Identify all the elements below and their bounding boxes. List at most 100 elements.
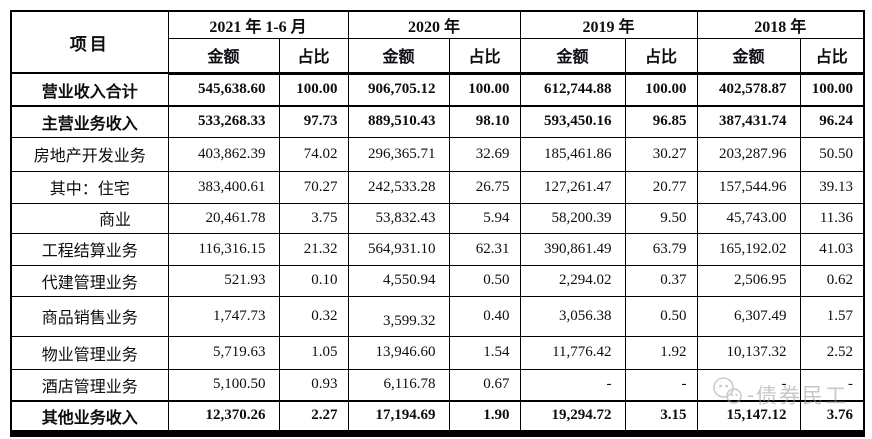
ratio-cell: - xyxy=(624,368,698,402)
ratio-cell: 0.93 xyxy=(278,368,349,402)
amount-cell: 13,946.60 xyxy=(347,335,450,370)
ratio-cell: 97.73 xyxy=(278,105,349,138)
row-label-cell: 营业收入合计 xyxy=(10,72,169,107)
table-row: 其中：住宅 383,400.61 70.27 242,533.28 26.75 … xyxy=(10,170,865,204)
amount-cell: 19,294.72 xyxy=(519,400,626,434)
ratio-cell: 26.75 xyxy=(448,170,521,204)
ratio-cell: 3.76 xyxy=(799,400,865,434)
ratio-cell: 100.00 xyxy=(624,72,698,107)
amount-cell: 157,544.96 xyxy=(696,170,801,204)
amount-cell: 889,510.43 xyxy=(347,105,450,138)
ratio-cell: 2.27 xyxy=(278,400,349,434)
amount-cell: 20,461.78 xyxy=(167,202,280,234)
table-row: 酒店管理业务 5,100.50 0.93 6,116.78 0.67 - - -… xyxy=(10,368,865,402)
amount-cell: 185,461.86 xyxy=(519,136,626,172)
amount-cell: 383,400.61 xyxy=(167,170,280,204)
ratio-cell: 70.27 xyxy=(278,170,349,204)
amount-cell: 116,316.15 xyxy=(167,232,280,266)
ratio-cell: 21.32 xyxy=(278,232,349,266)
ratio-header: 占比 xyxy=(799,37,865,75)
amount-cell: 2,506.95 xyxy=(696,264,801,297)
amount-cell: 12,370.26 xyxy=(167,400,280,434)
ratio-cell: 1.92 xyxy=(624,335,698,370)
ratio-cell: 1.90 xyxy=(448,400,521,434)
amount-cell: 17,194.69 xyxy=(347,400,450,434)
amount-cell: 5,719.63 xyxy=(167,335,280,370)
amount-cell: 6,307.49 xyxy=(696,295,801,337)
table-row: 房地产开发业务 403,862.39 74.02 296,365.71 32.6… xyxy=(10,136,865,172)
ratio-cell: 41.03 xyxy=(799,232,865,266)
amount-cell: 2,294.02 xyxy=(519,264,626,297)
amount-cell: - xyxy=(519,368,626,402)
ratio-cell: - xyxy=(799,368,865,402)
amount-header: 金额 xyxy=(347,37,450,75)
amount-cell: - xyxy=(696,368,801,402)
ratio-cell: 2.52 xyxy=(799,335,865,370)
ratio-cell: 0.40 xyxy=(448,295,521,337)
table-row: 物业管理业务 5,719.63 1.05 13,946.60 1.54 11,7… xyxy=(10,335,865,370)
row-label-cell: 其他业务收入 xyxy=(10,400,169,434)
table-row: 营业收入合计 545,638.60 100.00 906,705.12 100.… xyxy=(10,72,865,107)
revenue-breakdown-table: 项目 2021 年 1-6 月 2020 年 2019 年 2018 年 金额 … xyxy=(10,10,866,437)
ratio-cell: 32.69 xyxy=(448,136,521,172)
ratio-cell: 39.13 xyxy=(799,170,865,204)
amount-cell: 3,599.32 xyxy=(347,295,450,337)
corner-header-cell: 项目 xyxy=(10,10,169,74)
amount-header: 金额 xyxy=(696,37,801,75)
row-label-cell: 其中：住宅 xyxy=(10,170,169,204)
amount-cell: 296,365.71 xyxy=(347,136,450,172)
ratio-cell: 5.94 xyxy=(448,202,521,234)
amount-cell: 564,931.10 xyxy=(347,232,450,266)
ratio-cell: 0.37 xyxy=(624,264,698,297)
table-row: 工程结算业务 116,316.15 21.32 564,931.10 62.31… xyxy=(10,232,865,266)
table-row: 商品销售业务 1,747.73 0.32 3,599.32 0.40 3,056… xyxy=(10,295,865,337)
amount-cell: 3,056.38 xyxy=(519,295,626,337)
amount-header: 金额 xyxy=(519,37,626,75)
ratio-cell: 100.00 xyxy=(278,72,349,107)
amount-cell: 521.93 xyxy=(167,264,280,297)
amount-cell: 612,744.88 xyxy=(519,72,626,107)
ratio-cell: 20.77 xyxy=(624,170,698,204)
year-header-2019: 2019 年 xyxy=(519,10,698,39)
amount-cell: 906,705.12 xyxy=(347,72,450,107)
amount-cell: 403,862.39 xyxy=(167,136,280,172)
amount-cell: 402,578.87 xyxy=(696,72,801,107)
ratio-cell: 98.10 xyxy=(448,105,521,138)
amount-cell: 545,638.60 xyxy=(167,72,280,107)
ratio-cell: 100.00 xyxy=(799,72,865,107)
ratio-cell: 9.50 xyxy=(624,202,698,234)
ratio-cell: 3.75 xyxy=(278,202,349,234)
ratio-header: 占比 xyxy=(624,37,698,75)
row-label-cell: 酒店管理业务 xyxy=(10,368,169,402)
amount-cell: 15,147.12 xyxy=(696,400,801,434)
ratio-cell: 11.36 xyxy=(799,202,865,234)
amount-cell: 11,776.42 xyxy=(519,335,626,370)
ratio-cell: 62.31 xyxy=(448,232,521,266)
row-label-cell: 房地产开发业务 xyxy=(10,136,169,172)
ratio-cell: 3.15 xyxy=(624,400,698,434)
year-header-2018: 2018 年 xyxy=(696,10,865,39)
ratio-cell: 96.24 xyxy=(799,105,865,138)
amount-cell: 5,100.50 xyxy=(167,368,280,402)
ratio-cell: 63.79 xyxy=(624,232,698,266)
ratio-cell: 0.50 xyxy=(624,295,698,337)
amount-cell: 242,533.28 xyxy=(347,170,450,204)
amount-cell: 593,450.16 xyxy=(519,105,626,138)
amount-cell: 53,832.43 xyxy=(347,202,450,234)
amount-cell: 6,116.78 xyxy=(347,368,450,402)
ratio-cell: 1.05 xyxy=(278,335,349,370)
ratio-cell: 100.00 xyxy=(448,72,521,107)
amount-cell: 127,261.47 xyxy=(519,170,626,204)
amount-cell: 1,747.73 xyxy=(167,295,280,337)
row-label-cell: 主营业务收入 xyxy=(10,105,169,138)
ratio-cell: 0.10 xyxy=(278,264,349,297)
ratio-header: 占比 xyxy=(448,37,521,75)
table-row: 商业 20,461.78 3.75 53,832.43 5.94 58,200.… xyxy=(10,202,865,234)
subheader-row: 金额 占比 金额 占比 金额 占比 金额 占比 xyxy=(11,37,865,75)
ratio-cell: 1.54 xyxy=(448,335,521,370)
amount-cell: 533,268.33 xyxy=(167,105,280,138)
year-header-2020: 2020 年 xyxy=(347,10,521,39)
ratio-cell: 30.27 xyxy=(624,136,698,172)
year-header-2021: 2021 年 1-6 月 xyxy=(167,10,349,39)
